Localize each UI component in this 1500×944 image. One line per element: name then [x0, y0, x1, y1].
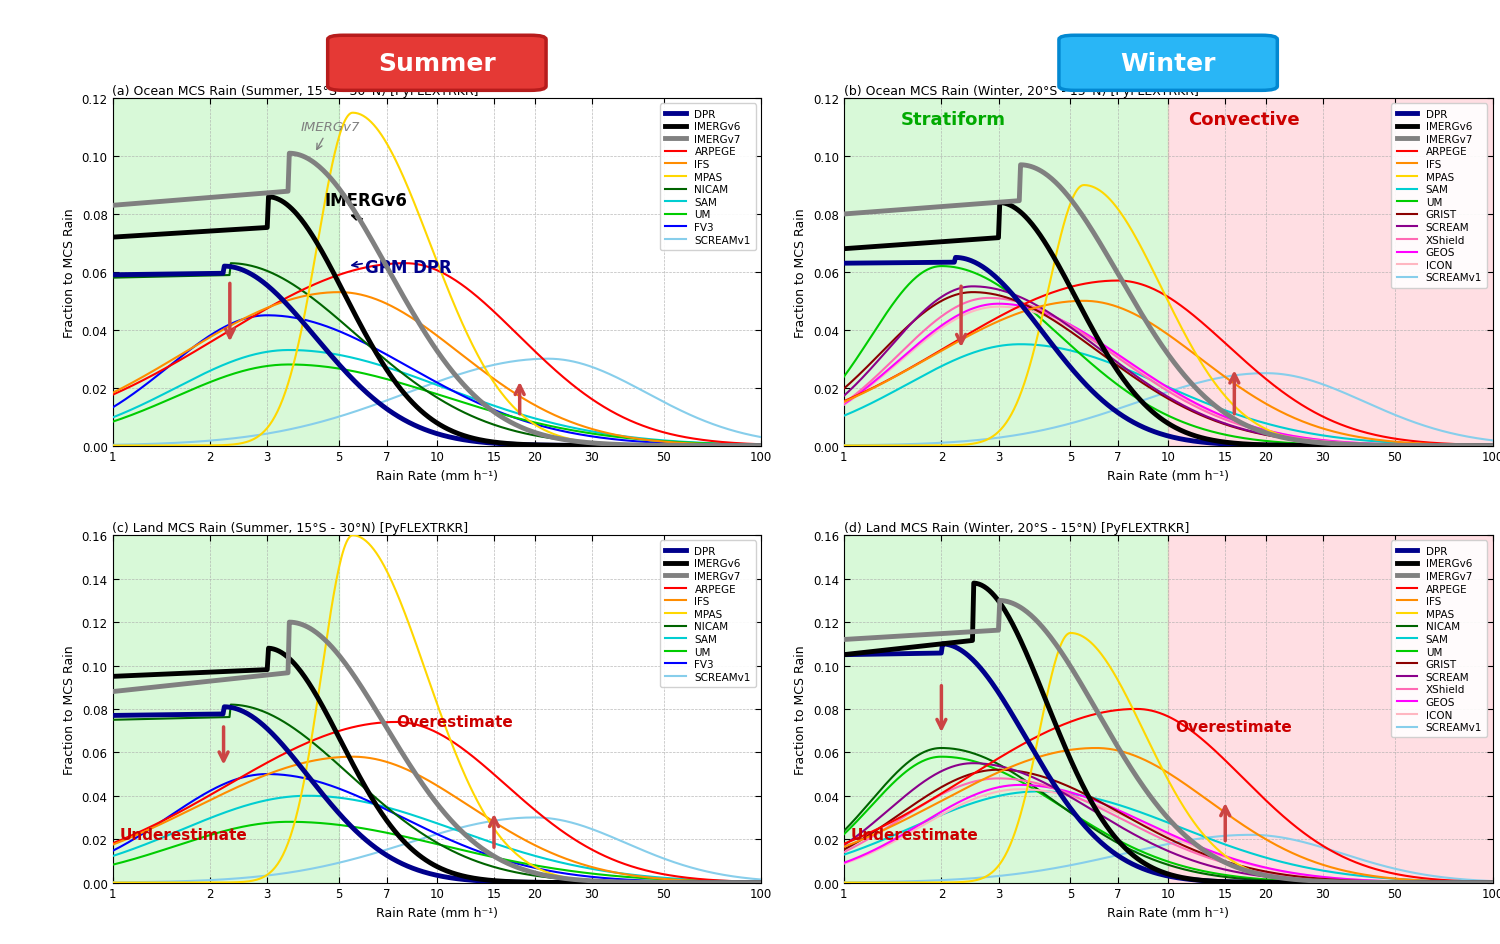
Y-axis label: Fraction to MCS Rain: Fraction to MCS Rain: [63, 208, 76, 337]
Legend: DPR, IMERGv6, IMERGv7, ARPEGE, IFS, MPAS, NICAM, SAM, UM, GRIST, SCREAM, XShield: DPR, IMERGv6, IMERGv7, ARPEGE, IFS, MPAS…: [1392, 541, 1488, 737]
Text: Summer: Summer: [378, 52, 495, 76]
Bar: [843, 536, 1168, 883]
Text: Winter: Winter: [1120, 52, 1216, 76]
Text: (b) Ocean MCS Rain (Winter, 20°S - 15°N) [PyFLEXTRKR]: (b) Ocean MCS Rain (Winter, 20°S - 15°N)…: [843, 85, 1198, 98]
Text: Convective: Convective: [1188, 111, 1299, 129]
Text: (a) Ocean MCS Rain (Summer, 15°S - 30°N) [PyFLEXTRKR]: (a) Ocean MCS Rain (Summer, 15°S - 30°N)…: [112, 85, 478, 98]
Text: Underestimate: Underestimate: [120, 827, 248, 842]
Text: Stratiform: Stratiform: [902, 111, 1007, 129]
Text: GPM DPR: GPM DPR: [364, 259, 452, 277]
FancyBboxPatch shape: [1059, 36, 1278, 92]
Legend: DPR, IMERGv6, IMERGv7, ARPEGE, IFS, MPAS, NICAM, SAM, UM, FV3, SCREAMv1: DPR, IMERGv6, IMERGv7, ARPEGE, IFS, MPAS…: [660, 105, 756, 250]
Text: (c) Land MCS Rain (Summer, 15°S - 30°N) [PyFLEXTRKR]: (c) Land MCS Rain (Summer, 15°S - 30°N) …: [112, 522, 468, 534]
X-axis label: Rain Rate (mm h⁻¹): Rain Rate (mm h⁻¹): [1107, 469, 1228, 482]
FancyBboxPatch shape: [327, 36, 546, 92]
Y-axis label: Fraction to MCS Rain: Fraction to MCS Rain: [794, 645, 807, 774]
Text: IMERGv7: IMERGv7: [300, 121, 360, 134]
Bar: [112, 99, 339, 446]
Text: Overestimate: Overestimate: [396, 715, 513, 730]
Text: Underestimate: Underestimate: [850, 827, 978, 842]
Text: (d) Land MCS Rain (Winter, 20°S - 15°N) [PyFLEXTRKR]: (d) Land MCS Rain (Winter, 20°S - 15°N) …: [843, 522, 1190, 534]
Bar: [843, 99, 1168, 446]
Bar: [112, 536, 339, 883]
Text: IMERGv6: IMERGv6: [324, 192, 408, 211]
X-axis label: Rain Rate (mm h⁻¹): Rain Rate (mm h⁻¹): [376, 469, 498, 482]
X-axis label: Rain Rate (mm h⁻¹): Rain Rate (mm h⁻¹): [376, 906, 498, 919]
Legend: DPR, IMERGv6, IMERGv7, ARPEGE, IFS, MPAS, NICAM, SAM, UM, FV3, SCREAMv1: DPR, IMERGv6, IMERGv7, ARPEGE, IFS, MPAS…: [660, 541, 756, 687]
Text: Overestimate: Overestimate: [1174, 719, 1292, 733]
Y-axis label: Fraction to MCS Rain: Fraction to MCS Rain: [63, 645, 76, 774]
X-axis label: Rain Rate (mm h⁻¹): Rain Rate (mm h⁻¹): [1107, 906, 1228, 919]
Y-axis label: Fraction to MCS Rain: Fraction to MCS Rain: [794, 208, 807, 337]
Legend: DPR, IMERGv6, IMERGv7, ARPEGE, IFS, MPAS, SAM, UM, GRIST, SCREAM, XShield, GEOS,: DPR, IMERGv6, IMERGv7, ARPEGE, IFS, MPAS…: [1392, 105, 1488, 289]
